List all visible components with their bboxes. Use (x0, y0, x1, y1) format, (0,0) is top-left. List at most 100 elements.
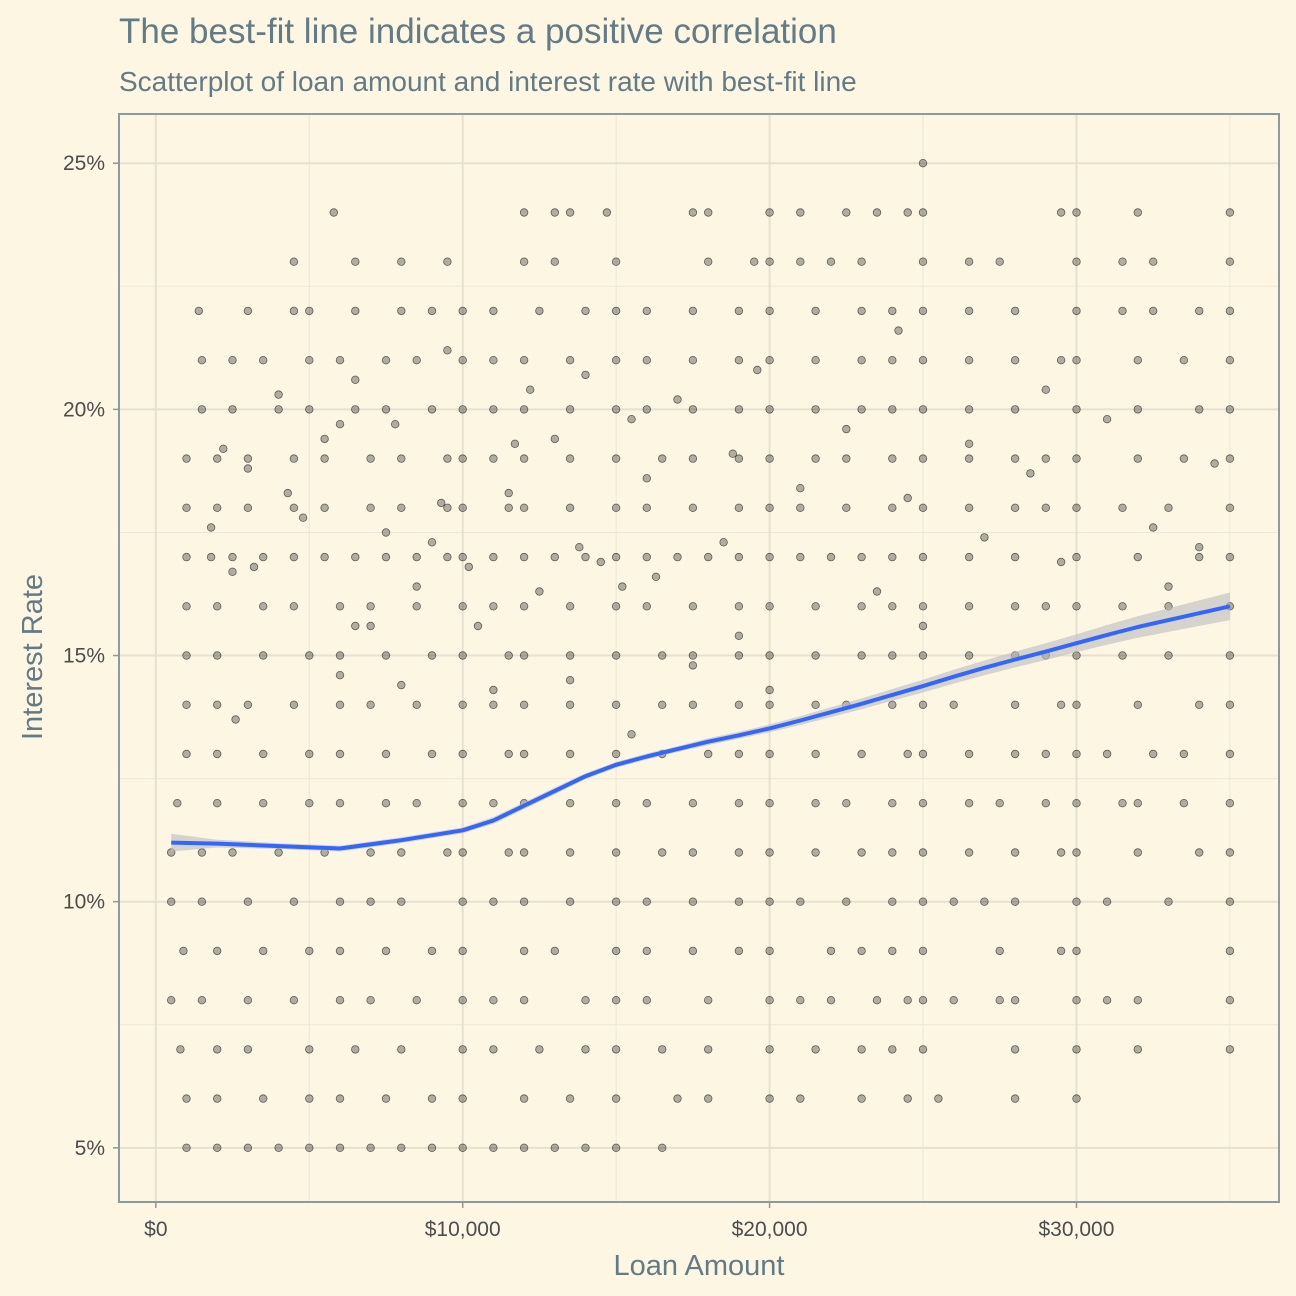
data-point (412, 602, 421, 611)
data-point (427, 1143, 437, 1152)
data-point (842, 799, 851, 808)
data-point (611, 1045, 621, 1054)
data-point (1118, 602, 1127, 611)
data-point (964, 552, 974, 562)
data-point (765, 848, 774, 857)
data-point (458, 405, 467, 414)
data-point (391, 420, 400, 429)
data-point (412, 799, 421, 808)
data-point (581, 552, 590, 562)
data-point (381, 749, 391, 759)
data-point (274, 405, 283, 414)
data-point (1194, 700, 1204, 709)
data-point (473, 621, 483, 631)
data-point (658, 1143, 667, 1152)
data-point (734, 454, 744, 463)
data-point (857, 356, 866, 365)
data-point (212, 700, 222, 709)
data-point (734, 848, 744, 857)
data-point (658, 1045, 667, 1054)
data-point (734, 405, 744, 414)
data-point (627, 415, 636, 424)
data-point (274, 848, 283, 857)
data-point (397, 897, 406, 906)
data-point (335, 749, 345, 759)
data-point (366, 621, 375, 631)
data-point (811, 602, 820, 611)
data-point (1148, 749, 1158, 759)
data-point (1148, 523, 1158, 532)
data-point (283, 488, 292, 498)
data-point (335, 897, 345, 906)
data-point (182, 602, 191, 611)
data-point (1133, 1045, 1142, 1054)
data-point (565, 208, 575, 217)
data-point (1072, 356, 1081, 365)
data-point (964, 356, 974, 365)
data-point (734, 749, 744, 759)
data-point (964, 257, 974, 266)
data-point (918, 651, 928, 660)
data-point (765, 897, 774, 906)
data-point (750, 257, 759, 266)
data-point (458, 749, 467, 759)
data-point (1072, 946, 1081, 956)
data-point (243, 464, 253, 473)
data-point (642, 503, 651, 512)
data-point (464, 562, 473, 572)
data-point (1194, 848, 1204, 857)
data-point (427, 946, 437, 956)
data-point (259, 356, 268, 365)
data-point (765, 356, 774, 365)
data-point (550, 552, 559, 562)
data-point (335, 356, 345, 365)
data-point (1010, 1045, 1020, 1054)
data-point (1072, 1045, 1081, 1054)
data-point (243, 897, 253, 906)
data-point (964, 439, 974, 448)
data-point (1225, 996, 1235, 1005)
data-point (826, 257, 836, 266)
data-point (489, 700, 498, 709)
data-point (397, 680, 406, 690)
data-point (535, 306, 544, 316)
data-point (1225, 897, 1235, 906)
data-point (1102, 749, 1112, 759)
data-point (1164, 582, 1173, 591)
data-point (1133, 356, 1142, 365)
data-point (249, 562, 259, 572)
data-point (320, 503, 329, 512)
data-point (964, 848, 974, 857)
data-point (212, 1094, 222, 1103)
data-point (1010, 700, 1020, 709)
data-point (1056, 848, 1066, 857)
data-point (1056, 700, 1066, 709)
data-point (903, 1094, 912, 1103)
data-point (535, 587, 544, 596)
data-point (182, 1094, 191, 1103)
data-point (857, 1094, 866, 1103)
data-point (688, 405, 698, 414)
data-point (642, 356, 651, 365)
data-point (565, 651, 575, 660)
data-point (734, 799, 744, 808)
data-point (1148, 306, 1158, 316)
data-point (918, 503, 928, 512)
data-point (412, 582, 421, 591)
data-point (826, 996, 836, 1005)
data-point (688, 661, 698, 670)
best-fit-line-group (171, 592, 1231, 852)
data-point (765, 799, 774, 808)
data-point (565, 454, 575, 463)
data-point (704, 257, 713, 266)
data-point (427, 749, 437, 759)
data-point (305, 306, 314, 316)
data-point (381, 528, 391, 537)
data-point (489, 602, 498, 611)
data-point (197, 996, 207, 1005)
data-point (206, 523, 216, 532)
data-point (335, 996, 345, 1005)
data-point (550, 257, 559, 266)
data-point (826, 552, 836, 562)
